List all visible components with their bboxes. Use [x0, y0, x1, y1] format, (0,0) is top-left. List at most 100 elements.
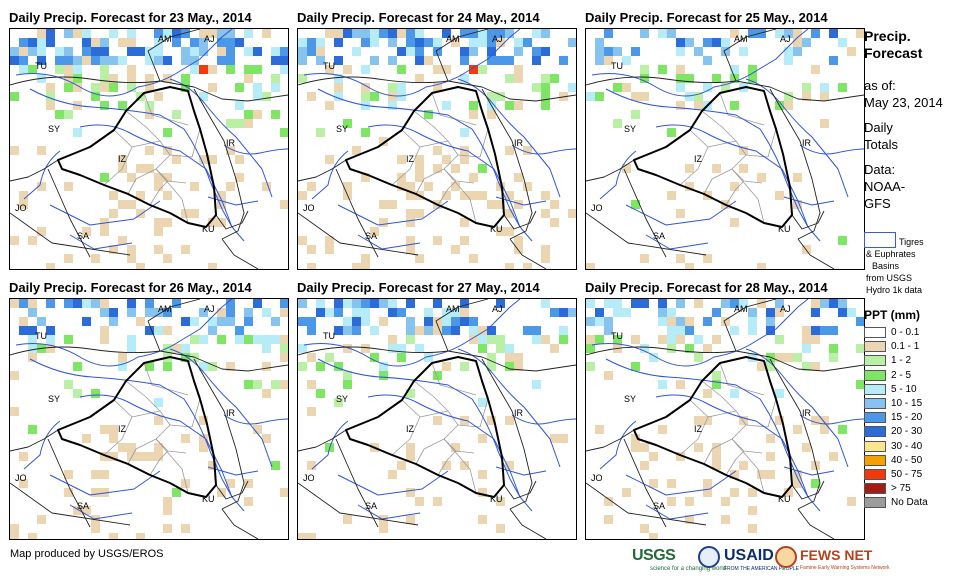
precip-cell — [406, 38, 415, 47]
legend-item: 50 - 75 — [864, 468, 964, 482]
precip-cell — [334, 74, 343, 83]
precip-cell — [109, 209, 118, 218]
country-label: TU — [323, 331, 335, 341]
province-boundary — [391, 146, 421, 186]
precip-cell — [829, 326, 838, 335]
precip-cell — [343, 299, 352, 308]
precip-cell — [325, 236, 334, 245]
country-label: AM — [446, 34, 460, 44]
precip-cell — [136, 191, 145, 200]
precip-cell — [298, 362, 307, 371]
precip-cell — [28, 533, 37, 539]
precip-cell — [208, 29, 217, 38]
precip-cell — [343, 515, 352, 524]
precip-cell — [226, 38, 235, 47]
precip-cell — [10, 524, 19, 533]
precip-cell — [631, 299, 640, 308]
legend-item: 40 - 50 — [864, 454, 964, 468]
precip-cell — [856, 344, 864, 353]
precip-cell — [442, 191, 451, 200]
basin-line-1: Tigres — [899, 237, 924, 247]
precip-cell — [541, 29, 550, 38]
precip-cell — [217, 191, 226, 200]
precip-cell — [604, 56, 613, 65]
precip-cell — [415, 155, 424, 164]
precip-cell — [514, 362, 523, 371]
precip-cell — [676, 335, 685, 344]
legend-swatch — [864, 454, 886, 466]
precip-cell — [649, 533, 658, 539]
precip-cell — [145, 47, 154, 56]
precip-cell — [469, 38, 478, 47]
precip-cell — [541, 101, 550, 110]
precip-cell — [163, 254, 172, 263]
precip-cell — [109, 245, 118, 254]
precip-cell — [199, 362, 208, 371]
precip-cell — [73, 83, 82, 92]
precip-cell — [505, 461, 514, 470]
legend-label: 2 - 5 — [891, 369, 912, 381]
country-label: JO — [15, 203, 27, 213]
precip-cell — [532, 380, 541, 389]
province-boundary — [443, 438, 477, 494]
country-border — [586, 429, 635, 452]
precip-cell — [226, 119, 235, 128]
precip-cell — [730, 218, 739, 227]
precip-cell — [271, 317, 280, 326]
precip-cell — [163, 56, 172, 65]
province-boundary — [413, 110, 449, 142]
precip-cell — [64, 470, 73, 479]
precip-cell — [460, 308, 469, 317]
panel-title: Daily Precip. Forecast for 23 May., 2014 — [9, 10, 252, 25]
precip-cell — [73, 74, 82, 83]
precip-cell — [766, 308, 775, 317]
legend-item: > 75 — [864, 482, 964, 496]
precip-cell — [244, 497, 253, 506]
precip-cell — [82, 38, 91, 47]
country-label: IR — [514, 408, 524, 418]
precip-cell — [10, 56, 19, 65]
precip-cell — [514, 101, 523, 110]
precip-cell — [181, 317, 190, 326]
precip-cell — [244, 335, 253, 344]
precip-cell — [28, 335, 37, 344]
precip-cell — [82, 434, 91, 443]
precip-cell — [415, 497, 424, 506]
precip-cell — [208, 317, 217, 326]
precip-cell — [730, 389, 739, 398]
precip-cell — [838, 83, 847, 92]
province-boundary — [127, 168, 157, 195]
country-border — [503, 480, 537, 500]
precip-cell — [739, 461, 748, 470]
precip-cell — [676, 209, 685, 218]
precip-cell — [649, 479, 658, 488]
province-boundary — [701, 110, 737, 142]
legend-title: PPT (mm) — [864, 308, 921, 322]
precip-cell — [316, 299, 325, 308]
precip-cell — [595, 425, 604, 434]
precip-cell — [316, 362, 325, 371]
precip-cell — [73, 65, 82, 74]
precip-cell — [145, 83, 154, 92]
iraq-border — [633, 86, 793, 228]
precip-cell — [595, 335, 604, 344]
precip-cell — [325, 245, 334, 254]
precip-cell — [541, 299, 550, 308]
precip-cell — [100, 470, 109, 479]
province-boundary — [703, 168, 733, 195]
precip-cell — [784, 488, 793, 497]
precip-cell — [118, 38, 127, 47]
precip-cell — [721, 497, 730, 506]
precip-cell — [100, 308, 109, 317]
precip-cell — [397, 344, 406, 353]
country-label: AJ — [780, 304, 791, 314]
country-label: TU — [611, 331, 623, 341]
legend-label: 1 - 2 — [891, 355, 912, 367]
precip-cell — [433, 497, 442, 506]
precip-cell — [235, 119, 244, 128]
precip-cell — [109, 434, 118, 443]
legend-item: 2 - 5 — [864, 369, 964, 383]
precip-cell — [307, 461, 316, 470]
precip-cell — [316, 47, 325, 56]
precip-cell — [685, 182, 694, 191]
